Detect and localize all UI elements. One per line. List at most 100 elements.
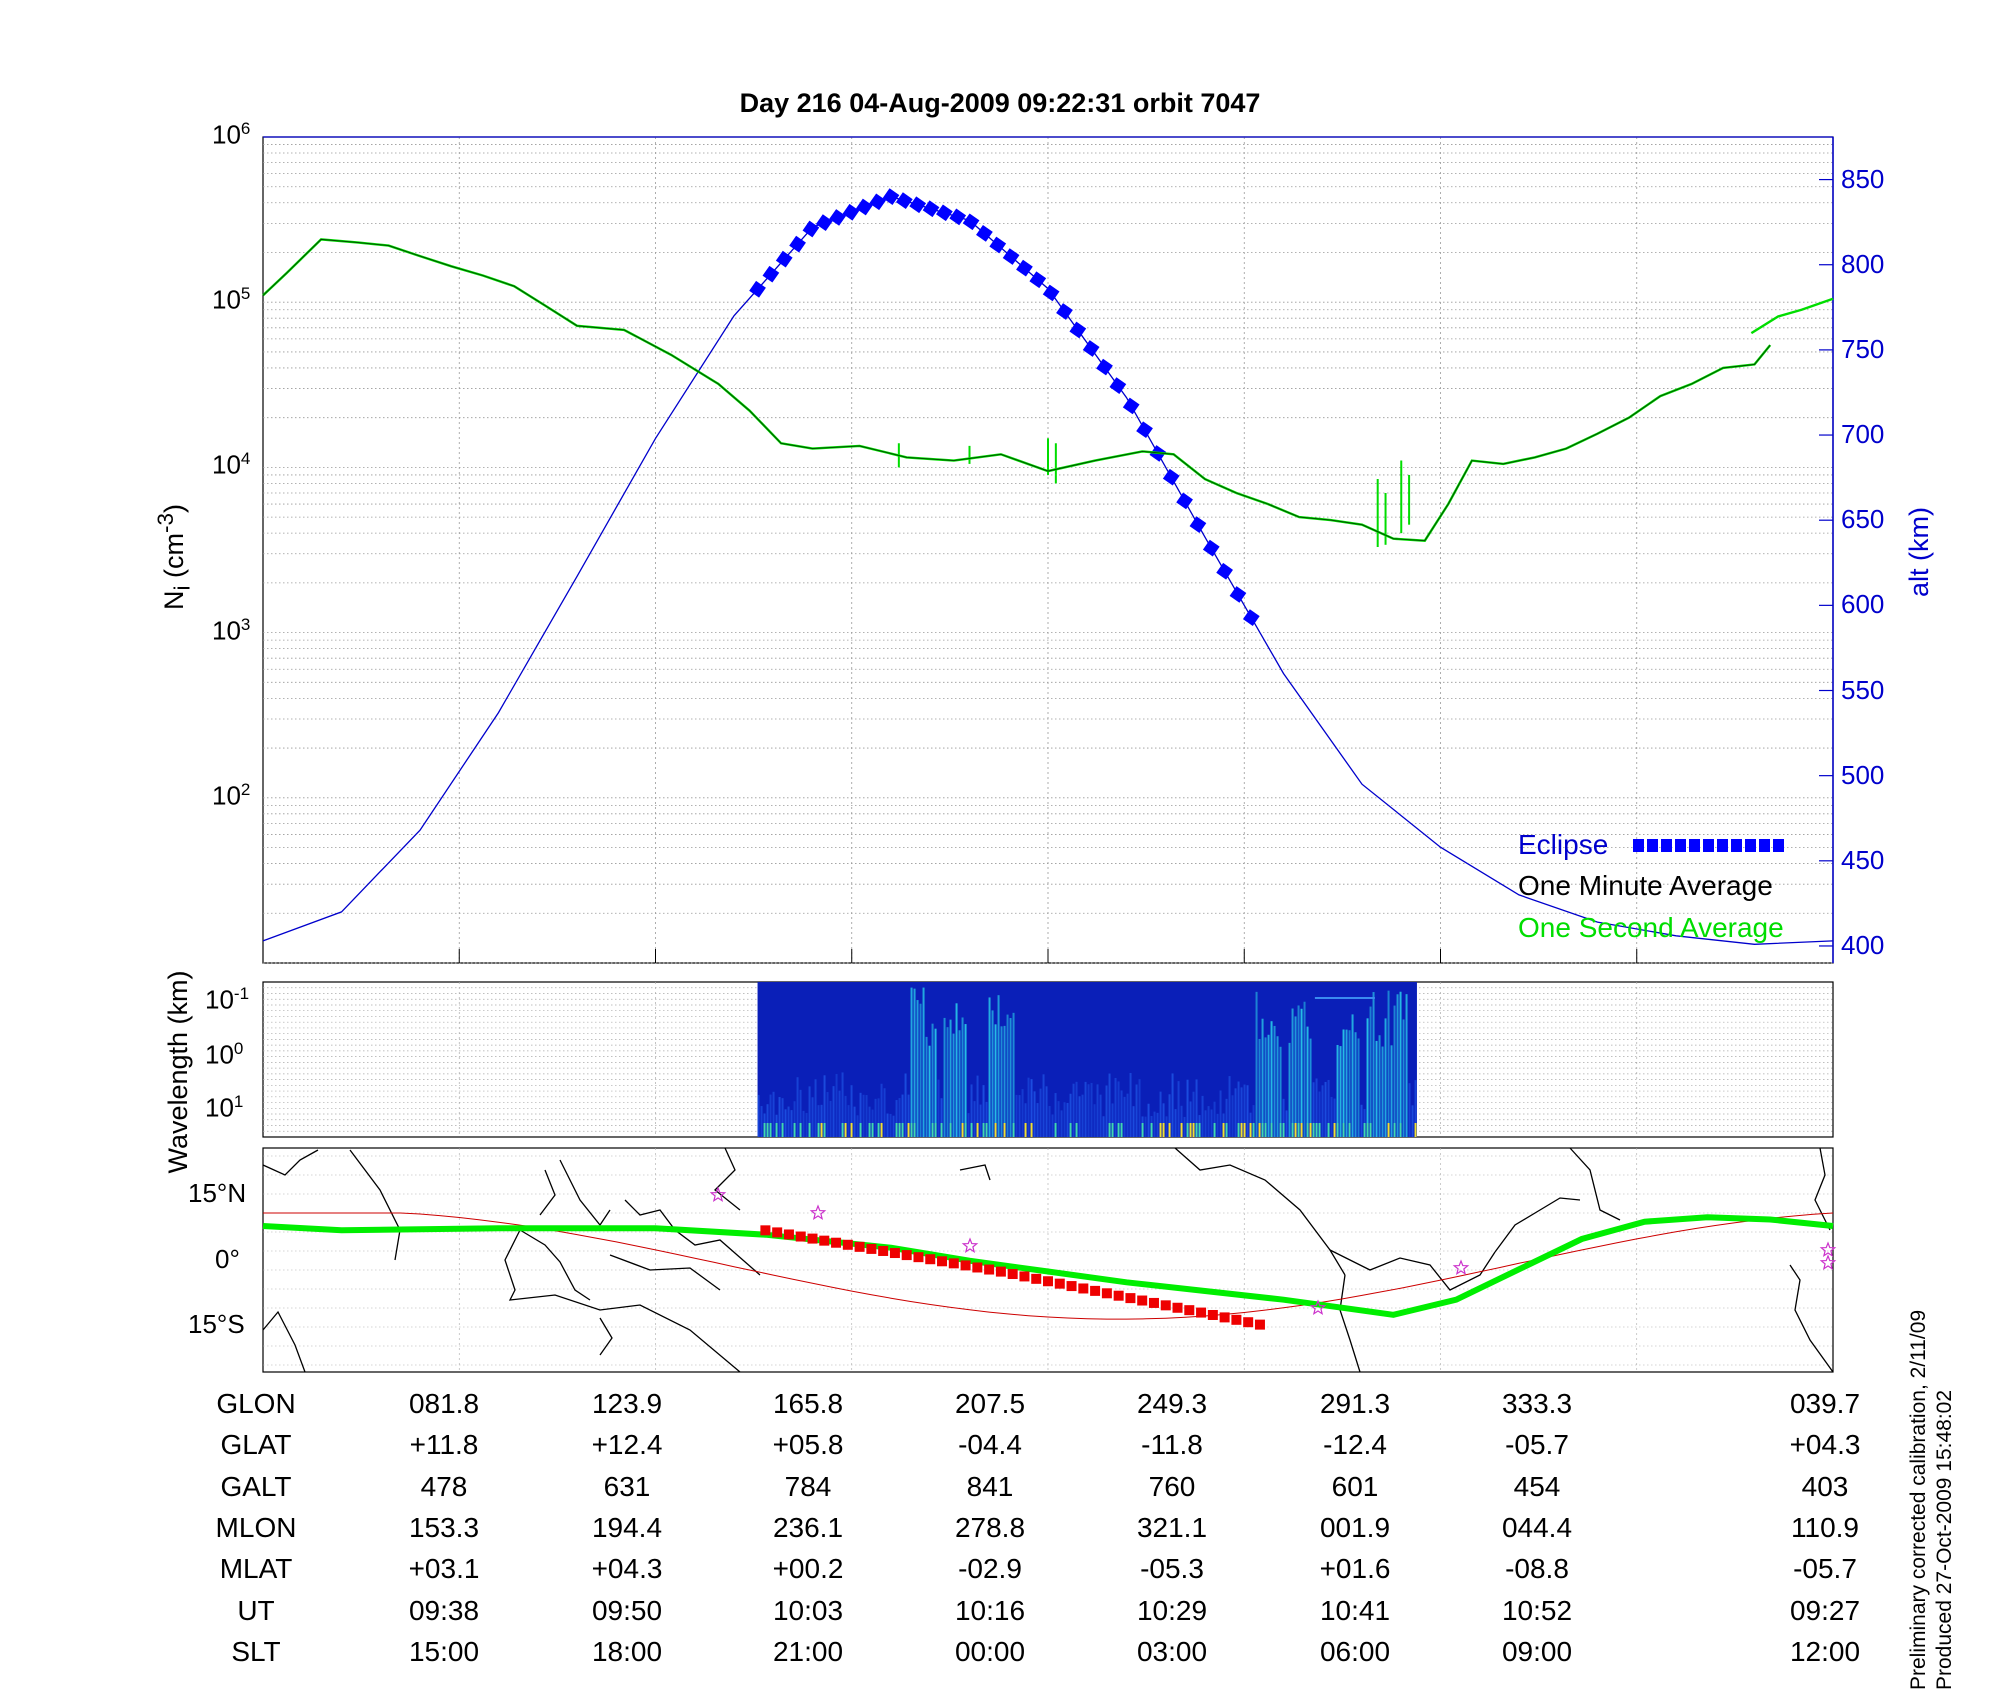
- spectrogram-column: [1219, 1090, 1222, 1137]
- spectrogram-low-band: [1264, 1123, 1267, 1137]
- spectrogram-column: [883, 1088, 886, 1137]
- map-eclipse-marker: [1101, 1288, 1112, 1299]
- spectrogram-column: [781, 1098, 784, 1137]
- ni-unit-post: ): [159, 504, 189, 513]
- spectrogram-column: [1054, 1093, 1057, 1137]
- spectrogram-column: [1414, 1080, 1417, 1137]
- spectrogram-column: [1105, 1085, 1108, 1137]
- wavelength-axis-label: Wavelength (km): [163, 970, 193, 1174]
- tick-exp: 4: [240, 449, 251, 469]
- eclipse-marker: [762, 265, 780, 283]
- spectrogram-column: [1279, 1046, 1282, 1137]
- spectrogram-column: [784, 1109, 787, 1137]
- row-label: GLAT: [220, 1429, 292, 1461]
- map-eclipse-marker: [1066, 1281, 1077, 1292]
- spectrogram-low-band: [1222, 1123, 1225, 1137]
- spectrogram-column: [973, 1101, 976, 1137]
- spectrogram-column: [1303, 1001, 1306, 1137]
- map-eclipse-marker: [948, 1258, 959, 1269]
- spectrogram-column: [1258, 1038, 1261, 1137]
- spectrogram-column: [811, 1097, 814, 1137]
- spectrogram-column: [844, 1095, 847, 1137]
- spectrogram-column: [1135, 1084, 1138, 1137]
- tick-base: 10: [212, 615, 241, 646]
- spectrogram-low-band: [793, 1123, 796, 1137]
- coastline-segment: [1329, 1249, 1496, 1291]
- coastline-segment: [1339, 1274, 1361, 1373]
- spectrogram-column: [1252, 1105, 1255, 1137]
- table-cell: -04.4: [958, 1429, 1022, 1461]
- spectrogram-low-band: [1012, 1123, 1015, 1137]
- tick-base: 10: [212, 450, 241, 481]
- spectrogram-low-band: [934, 1123, 937, 1137]
- spectrogram-column: [886, 1113, 889, 1137]
- spectrogram-low-band: [763, 1123, 766, 1137]
- eclipse-marker: [869, 193, 887, 211]
- table-row: UT 09:38 09:50 10:03 10:16 10:29 10:41 10:52 09:…: [0, 1595, 2000, 1635]
- legend-one-minute: One Minute Average: [1518, 870, 1773, 901]
- spectrogram-column: [1042, 1074, 1045, 1137]
- spectrogram-low-band: [808, 1123, 811, 1137]
- density-plot-frame: [262, 136, 1834, 964]
- spectrogram-column: [1402, 1019, 1405, 1137]
- ni-tick-label: 106: [212, 119, 250, 151]
- spectrogram-low-band: [799, 1123, 802, 1137]
- spectrogram-low-band: [961, 1123, 964, 1137]
- spectrogram-low-band: [1240, 1123, 1243, 1137]
- spectrogram-column: [1264, 1037, 1267, 1137]
- spectrogram-column: [916, 1000, 919, 1137]
- spectrogram-column: [1171, 1073, 1174, 1137]
- eclipse-marker: [1056, 303, 1073, 320]
- table-cell: +00.2: [772, 1553, 844, 1585]
- spectrogram-column: [826, 1092, 829, 1137]
- spectrogram-column: [919, 1003, 922, 1137]
- spectrogram-low-band: [1117, 1123, 1120, 1137]
- table-cell: 09:27: [1789, 1594, 1861, 1626]
- eclipse-marker: [922, 200, 940, 218]
- map-eclipse-marker: [925, 1254, 936, 1265]
- table-row: SLT 15:00 18:00 21:00 00:00 03:00 06:00 09:00 12…: [0, 1636, 2000, 1676]
- alt-tick-label: 400: [1841, 929, 1885, 960]
- spectrogram-column: [1174, 1109, 1177, 1137]
- spectrogram-low-band: [1309, 1123, 1312, 1137]
- spectrogram-column: [865, 1095, 868, 1137]
- map-eclipse-marker: [1054, 1278, 1065, 1289]
- map-eclipse-marker: [960, 1260, 971, 1271]
- spectrogram-column: [1228, 1076, 1231, 1137]
- table-cell: +01.6: [1319, 1553, 1391, 1585]
- spectrogram-column: [1240, 1087, 1243, 1137]
- spectrogram-column: [832, 1086, 835, 1137]
- spectrogram-low-band: [949, 1123, 952, 1137]
- spectrogram-low-band: [1243, 1123, 1246, 1137]
- spectrogram-column: [1144, 1116, 1147, 1137]
- coastline-segment: [539, 1169, 556, 1216]
- table-cell: +04.3: [1789, 1429, 1861, 1461]
- spectrogram-column: [1291, 1008, 1294, 1137]
- spectrogram-low-band: [907, 1123, 910, 1137]
- spectrogram-column: [1114, 1077, 1117, 1137]
- table-cell: 10:41: [1319, 1594, 1391, 1626]
- eclipse-marker: [1069, 321, 1087, 339]
- spectrogram-column: [856, 1115, 859, 1137]
- eclipse-marker: [789, 235, 806, 253]
- table-cell: 09:00: [1501, 1635, 1573, 1667]
- spectrogram-column: [1351, 1014, 1354, 1137]
- spectrogram-low-band: [1069, 1123, 1072, 1137]
- spectrogram-low-band: [1291, 1123, 1294, 1137]
- spectrogram-low-band: [1363, 1123, 1366, 1137]
- table-cell: 165.8: [772, 1388, 844, 1419]
- table-cell: 001.9: [1319, 1511, 1391, 1543]
- spectrogram-column: [949, 1019, 952, 1137]
- table-cell: +04.3: [591, 1553, 663, 1585]
- table-cell: 403: [1801, 1470, 1849, 1502]
- spectrogram-column: [877, 1098, 880, 1137]
- spectrogram-column: [823, 1075, 826, 1137]
- spectrogram-column: [1342, 1029, 1345, 1137]
- spectrogram-column: [970, 1084, 973, 1137]
- spectrogram-low-band: [1252, 1123, 1255, 1137]
- satellite-track: [262, 1214, 1834, 1318]
- spectrogram-column: [1057, 1101, 1060, 1137]
- spectrogram-column: [1081, 1094, 1084, 1137]
- legend-eclipse-swatch: [1633, 839, 1784, 852]
